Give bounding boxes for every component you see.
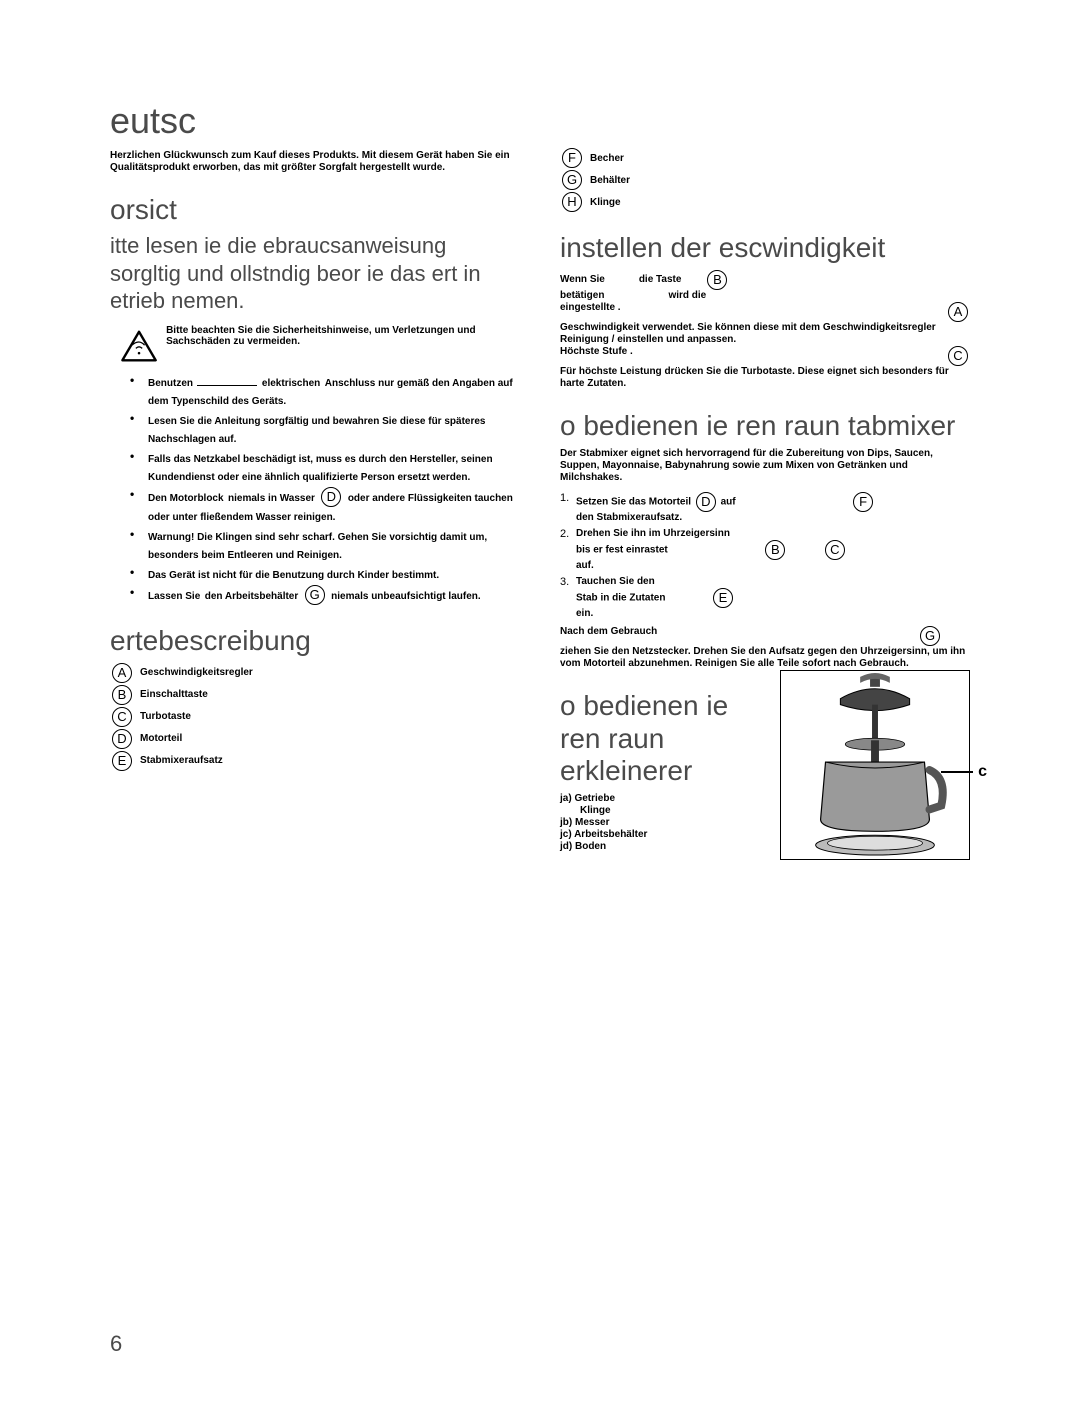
caution-heading: orsict bbox=[110, 194, 520, 226]
ref-circle: D bbox=[112, 729, 132, 749]
legend-row: H Klinge bbox=[560, 192, 970, 212]
chopper-heading: o bedienen ie ren raun erkleinerer bbox=[560, 690, 768, 787]
bullet-item: Lassen Sie den Arbeitsbehälter G niemals… bbox=[130, 585, 520, 605]
step-number: 1. bbox=[560, 492, 572, 524]
parts-legend-right: F Becher G Behälter H Klinge bbox=[560, 148, 970, 212]
diagram-label-c: c bbox=[978, 763, 987, 781]
ref-circle: F bbox=[562, 148, 582, 168]
legend-row: F Becher bbox=[560, 148, 970, 168]
step-item: 2. Drehen Sie ihn im Uhrzeigersinn bis e… bbox=[560, 528, 970, 572]
step-item: 3. Tauchen Sie den Stab in die Zutaten E… bbox=[560, 576, 970, 620]
doc-title: eutsc bbox=[110, 100, 520, 142]
ref-circle: D bbox=[321, 487, 341, 507]
bullet-item: Das Gerät ist nicht für die Benutzung du… bbox=[130, 565, 520, 583]
warning-triangle-icon bbox=[120, 325, 158, 367]
bullet-item: Lesen Sie die Anleitung sorgfältig und b… bbox=[130, 411, 520, 447]
ref-circle: C bbox=[948, 346, 968, 366]
step-number: 2. bbox=[560, 528, 572, 572]
bullet-item: Warnung! Die Klingen sind sehr scharf. G… bbox=[130, 527, 520, 563]
ref-circle: G bbox=[920, 626, 940, 646]
ref-circle: B bbox=[765, 540, 785, 560]
ref-circle: G bbox=[562, 170, 582, 190]
parts-heading: ertebescreibung bbox=[110, 625, 520, 657]
ref-circle: C bbox=[825, 540, 845, 560]
ref-circle: H bbox=[562, 192, 582, 212]
left-column: eutsc Herzlichen Glückwunsch zum Kauf di… bbox=[110, 100, 520, 860]
intro-paragraph: Herzlichen Glückwunsch zum Kauf dieses P… bbox=[110, 150, 520, 174]
ref-circle: A bbox=[112, 663, 132, 683]
legend-row: B Einschalttaste bbox=[110, 685, 520, 705]
right-column: F Becher G Behälter H Klinge instellen d… bbox=[560, 100, 970, 860]
ref-circle: G bbox=[305, 585, 325, 605]
speed-block: Wenn Sie die Taste B betätigen wird die … bbox=[560, 270, 970, 390]
legend-row: C Turbotaste bbox=[110, 707, 520, 727]
warning-text: Bitte beachten Sie die Sicherheitshinwei… bbox=[166, 325, 520, 348]
diagram-leader-line bbox=[941, 771, 973, 773]
ref-circle: B bbox=[112, 685, 132, 705]
ref-circle: E bbox=[713, 588, 733, 608]
page-container: eutsc Herzlichen Glückwunsch zum Kauf di… bbox=[110, 100, 970, 860]
step-number: 3. bbox=[560, 576, 572, 620]
legend-row: A Geschwindigkeitsregler bbox=[110, 663, 520, 683]
step-item: 1. Setzen Sie das Motorteil D auf F den … bbox=[560, 492, 970, 524]
mixer-intro: Der Stabmixer eignet sich hervorragend f… bbox=[560, 448, 970, 484]
ref-circle: D bbox=[696, 492, 716, 512]
legend-row: D Motorteil bbox=[110, 729, 520, 749]
parts-legend: A Geschwindigkeitsregler B Einschalttast… bbox=[110, 663, 520, 771]
safety-bullets: Benutzen elektrischen Anschluss nur gemä… bbox=[130, 373, 520, 605]
legend-row: E Stabmixeraufsatz bbox=[110, 751, 520, 771]
ref-circle: E bbox=[112, 751, 132, 771]
page-number: 6 bbox=[110, 1331, 122, 1357]
speed-heading: instellen der escwindigkeit bbox=[560, 232, 970, 264]
chopper-diagram: c bbox=[780, 670, 970, 860]
ref-circle: C bbox=[112, 707, 132, 727]
ref-circle: B bbox=[707, 270, 727, 290]
bullet-item: Benutzen elektrischen Anschluss nur gemä… bbox=[130, 373, 520, 409]
legend-row: G Behälter bbox=[560, 170, 970, 190]
chopper-section: o bedienen ie ren raun erkleinerer ja) G… bbox=[560, 670, 970, 860]
caution-body: itte lesen ie die ebraucsanweisung sorgl… bbox=[110, 232, 520, 315]
warning-row: Bitte beachten Sie die Sicherheitshinwei… bbox=[120, 325, 520, 367]
bullet-item: Falls das Netzkabel beschädigt ist, muss… bbox=[130, 449, 520, 485]
ref-circle: F bbox=[853, 492, 873, 512]
ref-circle: A bbox=[948, 302, 968, 322]
mixer-steps: 1. Setzen Sie das Motorteil D auf F den … bbox=[560, 492, 970, 620]
bullet-item: Den Motorblock niemals in Wasser D oder … bbox=[130, 487, 520, 525]
blank-line bbox=[197, 385, 257, 386]
mixer-heading: o bedienen ie ren raun tabmixer bbox=[560, 410, 970, 442]
